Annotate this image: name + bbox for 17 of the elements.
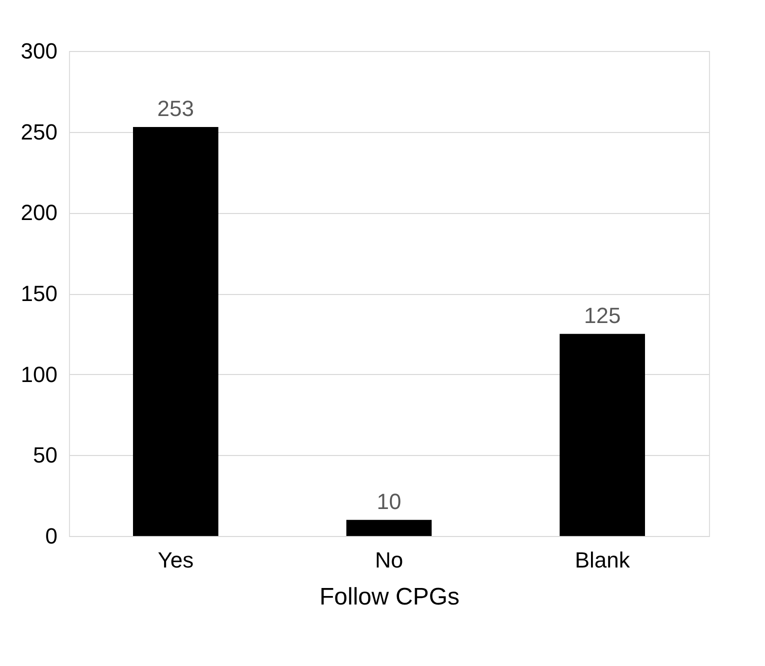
y-tick-label: 100 xyxy=(20,362,58,387)
bar xyxy=(560,334,645,536)
x-axis-title: Follow CPGs xyxy=(319,584,460,610)
y-tick-label: 200 xyxy=(20,200,58,226)
x-tick-label: Blank xyxy=(574,548,631,572)
y-tick-label: 0 xyxy=(45,524,58,548)
y-tick-label: 150 xyxy=(20,281,58,306)
data-label: 10 xyxy=(376,488,402,514)
y-tick-label: 250 xyxy=(20,119,58,144)
y-tick-label: 300 xyxy=(20,38,58,64)
y-tick-label: 50 xyxy=(33,442,58,468)
x-tick-label: Yes xyxy=(158,548,194,572)
data-label: 125 xyxy=(584,302,621,328)
bar xyxy=(133,126,218,536)
data-label: 253 xyxy=(157,96,194,121)
x-tick-label: No xyxy=(374,548,404,572)
bar xyxy=(346,520,432,536)
